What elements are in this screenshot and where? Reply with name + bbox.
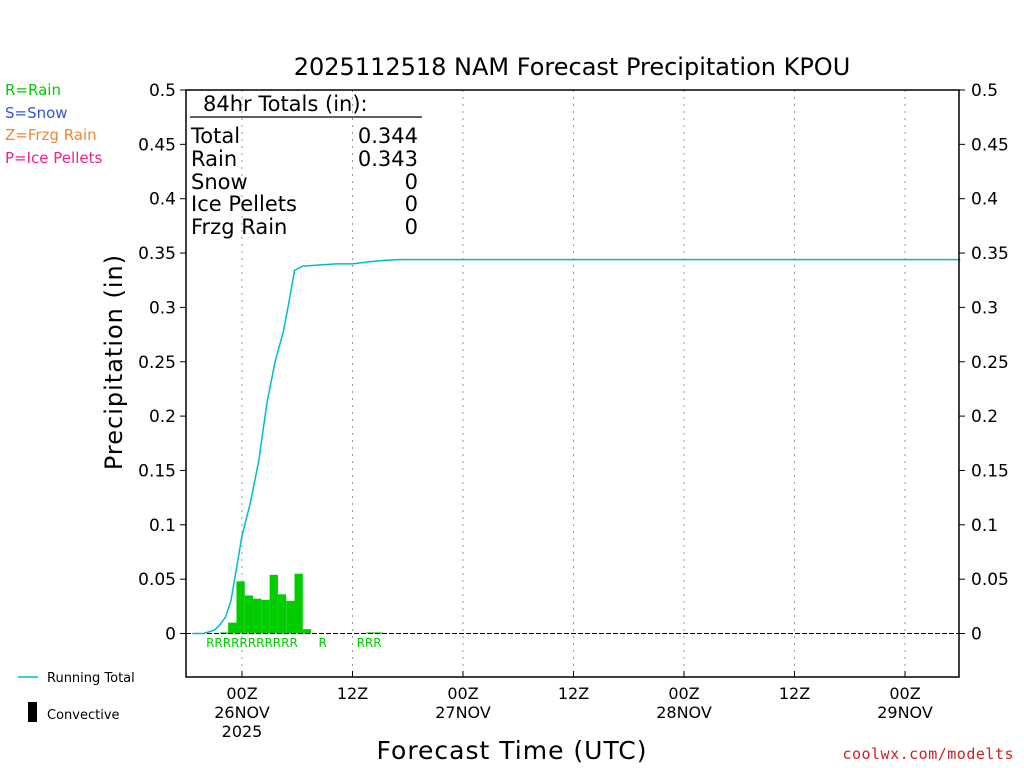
plot-frame	[185, 89, 960, 678]
x-tick-label-3-1: 12Z	[558, 684, 589, 703]
y-tick-label-right-10: 0.5	[971, 81, 998, 101]
y-tick-label-left-7: 0.35	[138, 244, 176, 264]
ptype-key-snow: S=Snow	[5, 104, 68, 122]
legend: Running Total Convective	[18, 671, 135, 723]
precip-bar-4	[253, 598, 262, 634]
y-tick-label-right-9: 0.45	[971, 135, 1009, 155]
totals-value-total: 0.344	[358, 124, 418, 148]
legend-convective-label: Convective	[47, 708, 120, 723]
x-tick-label-0-2: 26NOV	[214, 703, 270, 722]
x-tick-label-4-1: 00Z	[668, 684, 699, 703]
y-tick-label-right-2: 0.1	[971, 516, 998, 536]
running-total-line	[192, 258, 961, 635]
y-tick-label-left-5: 0.25	[138, 353, 176, 373]
ptype-label-0: RRRRRRRRRRR	[206, 636, 298, 650]
ptype-row: RRRRRRRRRRR R RRR	[206, 636, 381, 650]
x-tick-label-6-1: 00Z	[889, 684, 920, 703]
ptype-label-2: RRR	[357, 636, 382, 650]
y-tick-label-right-7: 0.35	[971, 244, 1009, 264]
precip-bar-3	[244, 595, 254, 634]
y-tick-label-left-1: 0.05	[138, 570, 176, 590]
y-tick-label-right-0: 0	[971, 625, 982, 645]
precip-bar-7	[277, 594, 287, 634]
y-tick-label-left-2: 0.1	[149, 516, 176, 536]
totals-value-rain: 0.343	[358, 147, 418, 171]
totals-label-total: Total	[190, 124, 240, 148]
precip-bar-6	[269, 574, 278, 634]
precip-bar-0	[219, 632, 229, 634]
ptype-key-ice-pellets: P=Ice Pellets	[5, 149, 103, 167]
credit-text: coolwx.com/modelts	[842, 745, 1014, 763]
precip-bar-1	[228, 622, 237, 634]
x-tick-label-6-2: 29NOV	[877, 703, 933, 722]
x-tick-label-0-1: 00Z	[226, 684, 257, 703]
ptype-key-frzg-rain: Z=Frzg Rain	[5, 126, 97, 144]
grid-lines	[241, 90, 906, 677]
totals-label-frzg-rain: Frzg Rain	[191, 215, 287, 239]
totals-value-ice-pellets: 0	[405, 192, 418, 216]
y-tick-label-right-5: 0.25	[971, 353, 1009, 373]
y-tick-label-right-3: 0.15	[971, 461, 1009, 481]
totals-label-snow: Snow	[191, 170, 248, 194]
totals-value-snow: 0	[405, 170, 418, 194]
legend-running-total-label: Running Total	[47, 671, 135, 686]
x-axis-label: Forecast Time (UTC)	[377, 736, 648, 765]
totals-header: 84hr Totals (in):	[203, 92, 368, 116]
y-axis-label: Precipitation (in)	[100, 254, 128, 470]
chart-title: 2025112518 NAM Forecast Precipitation KP…	[294, 53, 851, 81]
totals-box: 84hr Totals (in): Total 0.344 Rain 0.343…	[190, 92, 422, 239]
y-tick-label-left-0: 0	[165, 625, 176, 645]
y-tick-label-right-4: 0.2	[971, 407, 998, 427]
precip-bar-11	[366, 632, 375, 634]
y-ticks: 0 00.05 0.050.1 0.10.15 0.150.2 0.20.25 0.250.…	[138, 81, 1009, 645]
precip-bar-8	[286, 600, 295, 634]
x-tick-label-5-1: 12Z	[779, 684, 810, 703]
y-tick-label-left-8: 0.4	[149, 190, 176, 210]
precip-bar-12	[374, 632, 383, 634]
x-tick-label-0-3: 2025	[222, 722, 263, 741]
y-tick-label-left-4: 0.2	[149, 407, 176, 427]
y-tick-label-left-9: 0.45	[138, 135, 176, 155]
y-tick-label-left-3: 0.15	[138, 461, 176, 481]
ptype-label-1: R	[318, 636, 326, 650]
x-tick-label-2-2: 27NOV	[435, 703, 491, 722]
precip-bar-2	[236, 581, 245, 634]
precip-bar-9	[294, 573, 303, 634]
y-tick-label-right-1: 0.05	[971, 570, 1009, 590]
y-tick-label-left-6: 0.3	[149, 298, 176, 318]
precip-bar-5	[261, 599, 270, 634]
ptype-key-rain: R=Rain	[5, 81, 61, 99]
y-tick-label-right-6: 0.3	[971, 298, 998, 318]
x-tick-label-1-1: 12Z	[337, 684, 368, 703]
totals-label-ice-pellets: Ice Pellets	[191, 192, 297, 216]
y-tick-label-left-10: 0.5	[149, 81, 176, 101]
bars-group	[219, 573, 383, 634]
x-tick-label-4-2: 28NOV	[656, 703, 712, 722]
y-tick-label-right-8: 0.4	[971, 190, 998, 210]
x-tick-label-2-1: 00Z	[447, 684, 478, 703]
totals-label-rain: Rain	[191, 147, 237, 171]
precip-bar-10	[302, 629, 312, 634]
totals-value-frzg-rain: 0	[405, 215, 418, 239]
legend-convective-swatch	[28, 702, 37, 722]
